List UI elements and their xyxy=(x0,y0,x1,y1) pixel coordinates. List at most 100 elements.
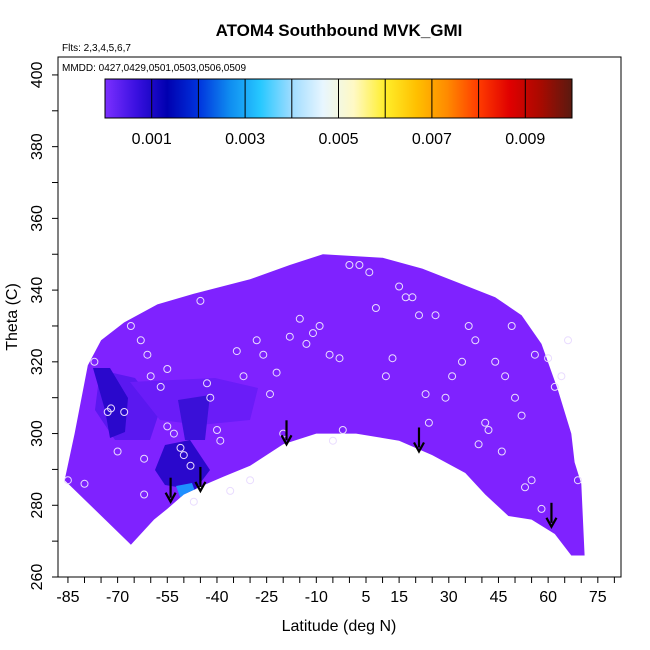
observation-marker xyxy=(501,372,510,381)
observation-marker xyxy=(126,322,135,330)
observation-marker xyxy=(176,443,185,452)
observation-marker xyxy=(213,426,221,434)
observation-marker xyxy=(564,336,572,345)
y-tick-label: 320 xyxy=(29,348,46,375)
x-tick-label: -55 xyxy=(156,589,179,606)
y-tick-label: 400 xyxy=(29,61,46,88)
observation-marker xyxy=(415,311,423,320)
x-tick-label: 15 xyxy=(390,589,408,606)
observation-marker xyxy=(345,261,354,269)
observation-marker xyxy=(511,393,519,402)
observation-marker xyxy=(395,282,404,291)
profile-arrow xyxy=(164,477,177,504)
observation-marker xyxy=(140,490,149,499)
profile-arrows xyxy=(164,420,558,530)
profile-arrow xyxy=(194,466,207,494)
x-tick-label: 45 xyxy=(490,589,508,606)
observation-marker xyxy=(113,447,122,456)
observation-marker xyxy=(521,483,529,492)
plot-region xyxy=(63,254,585,556)
observation-marker xyxy=(163,365,172,373)
x-tick-label: -40 xyxy=(205,589,228,606)
x-tick-label: -70 xyxy=(106,589,129,606)
x-axis: -85 -70 -55 -40 -25 -10 5 15 30 45 60 75 xyxy=(56,577,615,606)
colorbar-tick-label: 0.001 xyxy=(132,131,172,148)
observation-marker xyxy=(272,368,281,377)
colorbar-tick-label: 0.007 xyxy=(412,131,452,148)
observation-marker xyxy=(527,476,536,485)
observation-marker xyxy=(285,332,294,341)
y-axis: 260 280 300 320 340 360 380 400 xyxy=(29,61,58,590)
observation-marker xyxy=(309,329,317,338)
observation-marker xyxy=(517,411,526,420)
observation-marker xyxy=(136,336,145,345)
observation-marker xyxy=(206,393,215,402)
x-tick-label: -85 xyxy=(56,589,79,606)
observation-marker xyxy=(464,322,473,330)
observation-marker xyxy=(107,404,115,413)
observation-marker xyxy=(471,336,480,345)
x-axis-label: Latitude (deg N) xyxy=(282,618,397,635)
observation-marker xyxy=(295,314,304,323)
observation-marker xyxy=(146,372,155,381)
observation-marker xyxy=(431,311,440,320)
y-tick-label: 360 xyxy=(29,205,46,232)
observation-marker xyxy=(491,357,500,366)
observation-marker xyxy=(156,382,165,391)
x-tick-label: 60 xyxy=(539,589,557,606)
observation-marker xyxy=(232,347,241,356)
x-tick-label: -10 xyxy=(305,589,328,606)
observation-marker xyxy=(302,339,311,348)
observation-marker xyxy=(266,390,274,399)
observation-marker xyxy=(448,372,457,381)
observation-marker xyxy=(481,418,490,427)
observation-marker xyxy=(497,447,506,456)
observation-marker xyxy=(537,504,546,513)
observation-marker xyxy=(530,350,539,359)
colorbar-tick-label: 0.005 xyxy=(318,131,358,148)
observation-marker xyxy=(140,454,149,463)
dates-label: MMDD: 0427,0429,0501,0503,0506,0509 xyxy=(62,63,246,74)
observation-marker xyxy=(338,426,347,434)
y-tick-label: 260 xyxy=(29,564,46,591)
x-tick-label: 5 xyxy=(362,589,371,606)
y-tick-label: 300 xyxy=(29,420,46,447)
observation-marker xyxy=(120,408,129,416)
observation-marker xyxy=(544,354,553,363)
observation-marker xyxy=(325,350,334,359)
field-patch-dark xyxy=(178,395,210,440)
observation-marker xyxy=(573,476,582,485)
observation-marker xyxy=(196,296,205,305)
x-tick-label: -25 xyxy=(255,589,278,606)
observation-marker xyxy=(441,393,450,402)
observation-marker xyxy=(315,322,324,330)
plot-frame xyxy=(57,56,622,578)
y-tick-label: 340 xyxy=(29,277,46,304)
observation-marker xyxy=(239,372,248,381)
observation-marker xyxy=(186,461,195,470)
observation-marker xyxy=(259,350,268,359)
observation-marker xyxy=(335,354,344,363)
colorbar-tick-label: 0.003 xyxy=(225,131,265,148)
field-patch-dark xyxy=(155,440,210,490)
observation-marker xyxy=(80,479,89,488)
observation-markers xyxy=(63,261,582,513)
observation-marker xyxy=(424,418,433,427)
observation-marker xyxy=(550,382,559,391)
y-axis-label: Theta (C) xyxy=(4,283,21,351)
observation-marker xyxy=(216,436,225,445)
observation-marker xyxy=(355,261,364,269)
colorbar-tick-label: 0.009 xyxy=(505,131,545,148)
y-tick-label: 280 xyxy=(29,492,46,519)
observation-marker xyxy=(365,268,374,277)
observation-marker xyxy=(408,293,417,302)
observation-marker xyxy=(507,322,516,330)
observation-marker xyxy=(189,497,198,506)
x-tick-label: 30 xyxy=(440,589,458,606)
observation-marker xyxy=(371,304,380,312)
observation-marker xyxy=(246,476,255,485)
observation-marker xyxy=(458,357,466,366)
observation-marker xyxy=(203,379,211,388)
observation-marker xyxy=(381,372,390,381)
